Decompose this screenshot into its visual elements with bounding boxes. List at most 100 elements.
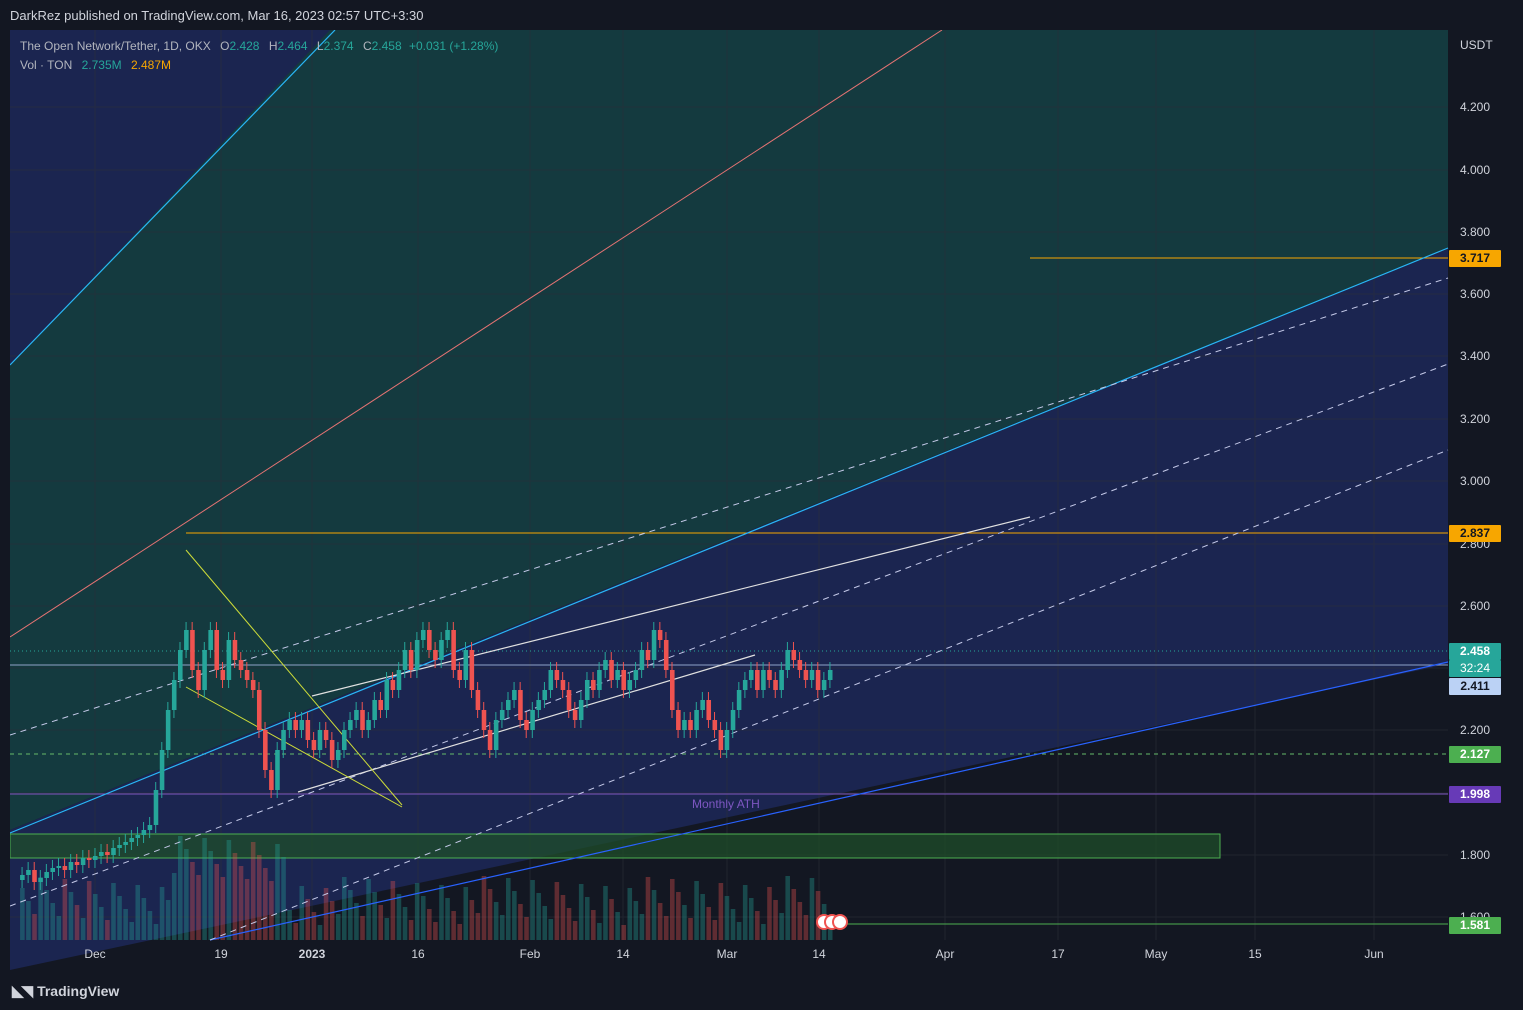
volume-bar <box>657 903 663 940</box>
tradingview-logo[interactable]: ◣◥ TradingView <box>12 982 119 1000</box>
cyan-upper-line[interactable] <box>10 30 336 366</box>
volume-bar <box>232 853 238 940</box>
volume-bar <box>451 911 456 940</box>
chart-area[interactable]: The Open Network/Tether, 1D, OKX O2.428 … <box>10 30 1510 970</box>
volume-bar <box>688 918 693 940</box>
publisher-text: DarkRez published on TradingView.com, Ma… <box>10 8 424 23</box>
volume-bar <box>712 920 718 940</box>
candle-body <box>171 680 177 710</box>
candle-body <box>232 640 238 660</box>
triangle-lower-line[interactable] <box>185 686 403 808</box>
volume-bar <box>366 879 371 940</box>
candle-body <box>220 670 226 680</box>
candle-body <box>420 630 426 640</box>
demand-zone-box[interactable] <box>10 833 1221 859</box>
candle-body <box>56 866 62 868</box>
volume-bar <box>597 923 602 940</box>
dashed-channel-3[interactable] <box>209 449 1449 941</box>
wedge-upper-line[interactable] <box>311 516 1031 697</box>
volume-bar <box>524 917 529 940</box>
candle-body <box>92 856 98 860</box>
candle-body <box>584 680 590 700</box>
symbol-legend[interactable]: The Open Network/Tether, 1D, OKX O2.428 … <box>20 39 498 53</box>
time-tick-label: Apr <box>935 947 955 961</box>
volume-bar <box>44 890 49 940</box>
candle-body <box>178 650 183 680</box>
candle-body <box>712 720 718 730</box>
open-label: O <box>220 39 230 53</box>
candle-body <box>688 720 693 730</box>
volume-bar <box>214 864 220 940</box>
blue-zone-upper-left <box>10 30 330 365</box>
candle-body <box>724 730 730 750</box>
volume-ma-value: 2.487M <box>130 58 171 72</box>
volume-bar <box>572 921 578 940</box>
candle-body <box>791 650 797 660</box>
candle-body <box>536 700 541 710</box>
candle-body <box>190 630 195 670</box>
candle-body <box>402 650 408 670</box>
chart-canvas[interactable] <box>10 30 1510 970</box>
blue-channel-line[interactable] <box>209 661 1449 941</box>
volume-bar <box>360 916 365 940</box>
candle-body <box>815 670 821 690</box>
volume-bar <box>184 849 189 940</box>
candle-body <box>396 670 402 690</box>
candle-body <box>736 690 742 710</box>
candle-body <box>499 710 505 720</box>
volume-bar <box>542 906 548 940</box>
candle-body <box>481 710 487 730</box>
candle-body <box>530 710 535 730</box>
candle-body <box>238 660 244 670</box>
candle-body <box>342 730 347 750</box>
candle-body <box>821 680 827 690</box>
candle-body <box>670 670 675 710</box>
volume-bar <box>427 909 432 940</box>
volume-bar <box>342 877 347 940</box>
volume-bar <box>748 898 754 940</box>
volume-bar <box>202 838 207 940</box>
candle-body <box>68 862 74 870</box>
teal-zone <box>10 30 1448 830</box>
volume-bar <box>348 890 353 940</box>
volume-bar <box>518 904 523 940</box>
candle-body <box>226 640 232 680</box>
red-curve-line[interactable] <box>10 30 943 638</box>
us-flag-icon[interactable] <box>832 914 848 930</box>
volume-bar <box>135 885 141 940</box>
candle-body <box>329 740 335 760</box>
volume-bar <box>372 892 377 940</box>
dashed-channel-2[interactable] <box>10 363 1449 907</box>
candle-body <box>250 680 256 690</box>
candle-body <box>335 750 341 760</box>
candle-body <box>445 630 450 640</box>
high-label: H <box>268 39 278 53</box>
price-tick-label: 4.000 <box>1460 163 1491 177</box>
volume-legend[interactable]: Vol · TON 2.735M 2.487M <box>20 58 171 72</box>
volume-bar <box>354 903 359 940</box>
triangle-upper-line[interactable] <box>185 549 403 806</box>
candle-body <box>384 680 390 710</box>
volume-bar <box>493 902 499 940</box>
candle-body <box>457 670 462 680</box>
candle-body <box>615 670 620 680</box>
volume-bar <box>566 908 572 940</box>
candle-body <box>311 740 317 750</box>
volume-bar <box>718 883 724 940</box>
candle-body <box>86 858 92 860</box>
volume-bar <box>293 923 298 940</box>
cyan-channel-line[interactable] <box>10 247 1449 834</box>
symbol-name: The Open Network/Tether, 1D, OKX <box>20 39 211 53</box>
candle-body <box>627 680 633 690</box>
candle-body <box>487 730 493 750</box>
candle-body <box>827 670 833 680</box>
candle-body <box>323 730 329 740</box>
volume-bar <box>487 889 493 940</box>
dashed-channel-1[interactable] <box>10 277 1449 736</box>
candlestick-series[interactable] <box>20 622 833 890</box>
volume-bar <box>621 925 626 940</box>
candle-body <box>50 868 56 872</box>
volume-bar <box>281 857 286 940</box>
volume-bar <box>141 898 147 940</box>
volume-bar <box>329 901 335 940</box>
